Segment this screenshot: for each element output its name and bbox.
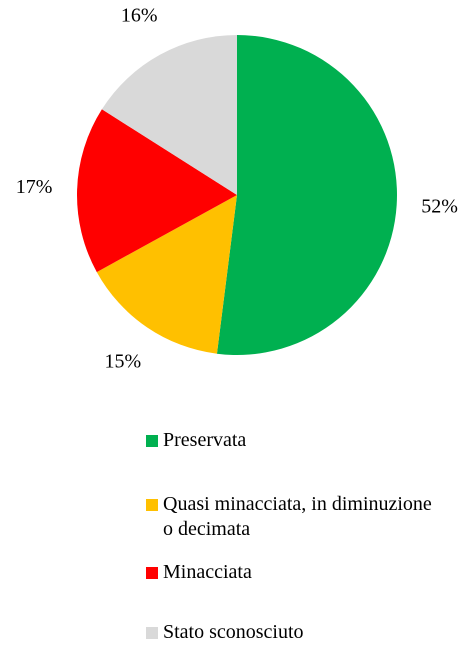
legend-label: Minacciata [163,561,252,583]
data-label: 15% [105,350,142,372]
legend-swatch [146,627,158,639]
pie-slice [76,109,237,273]
data-label: 52% [421,195,458,217]
legend-swatch [146,499,158,511]
legend-label: Preservata [163,429,247,451]
legend-label: Quasi minacciata, in diminuzione o decim… [163,493,432,540]
data-label: 17% [16,176,53,198]
legend-swatch [146,567,158,579]
pie-slice [216,35,397,355]
legend-item: Quasi minacciata, in diminuzione o decim… [146,492,446,542]
legend-item: Minacciata [146,560,446,585]
legend-item: Preservata [146,428,446,453]
legend-item: Stato sconosciuto [146,620,446,645]
pie-slice [96,195,238,354]
data-label: 16% [121,5,158,27]
legend-swatch [146,435,158,447]
pie-slice [101,35,237,195]
legend-label: Stato sconosciuto [163,621,304,643]
chart: 52% 15% 17% 16% [16,5,458,373]
